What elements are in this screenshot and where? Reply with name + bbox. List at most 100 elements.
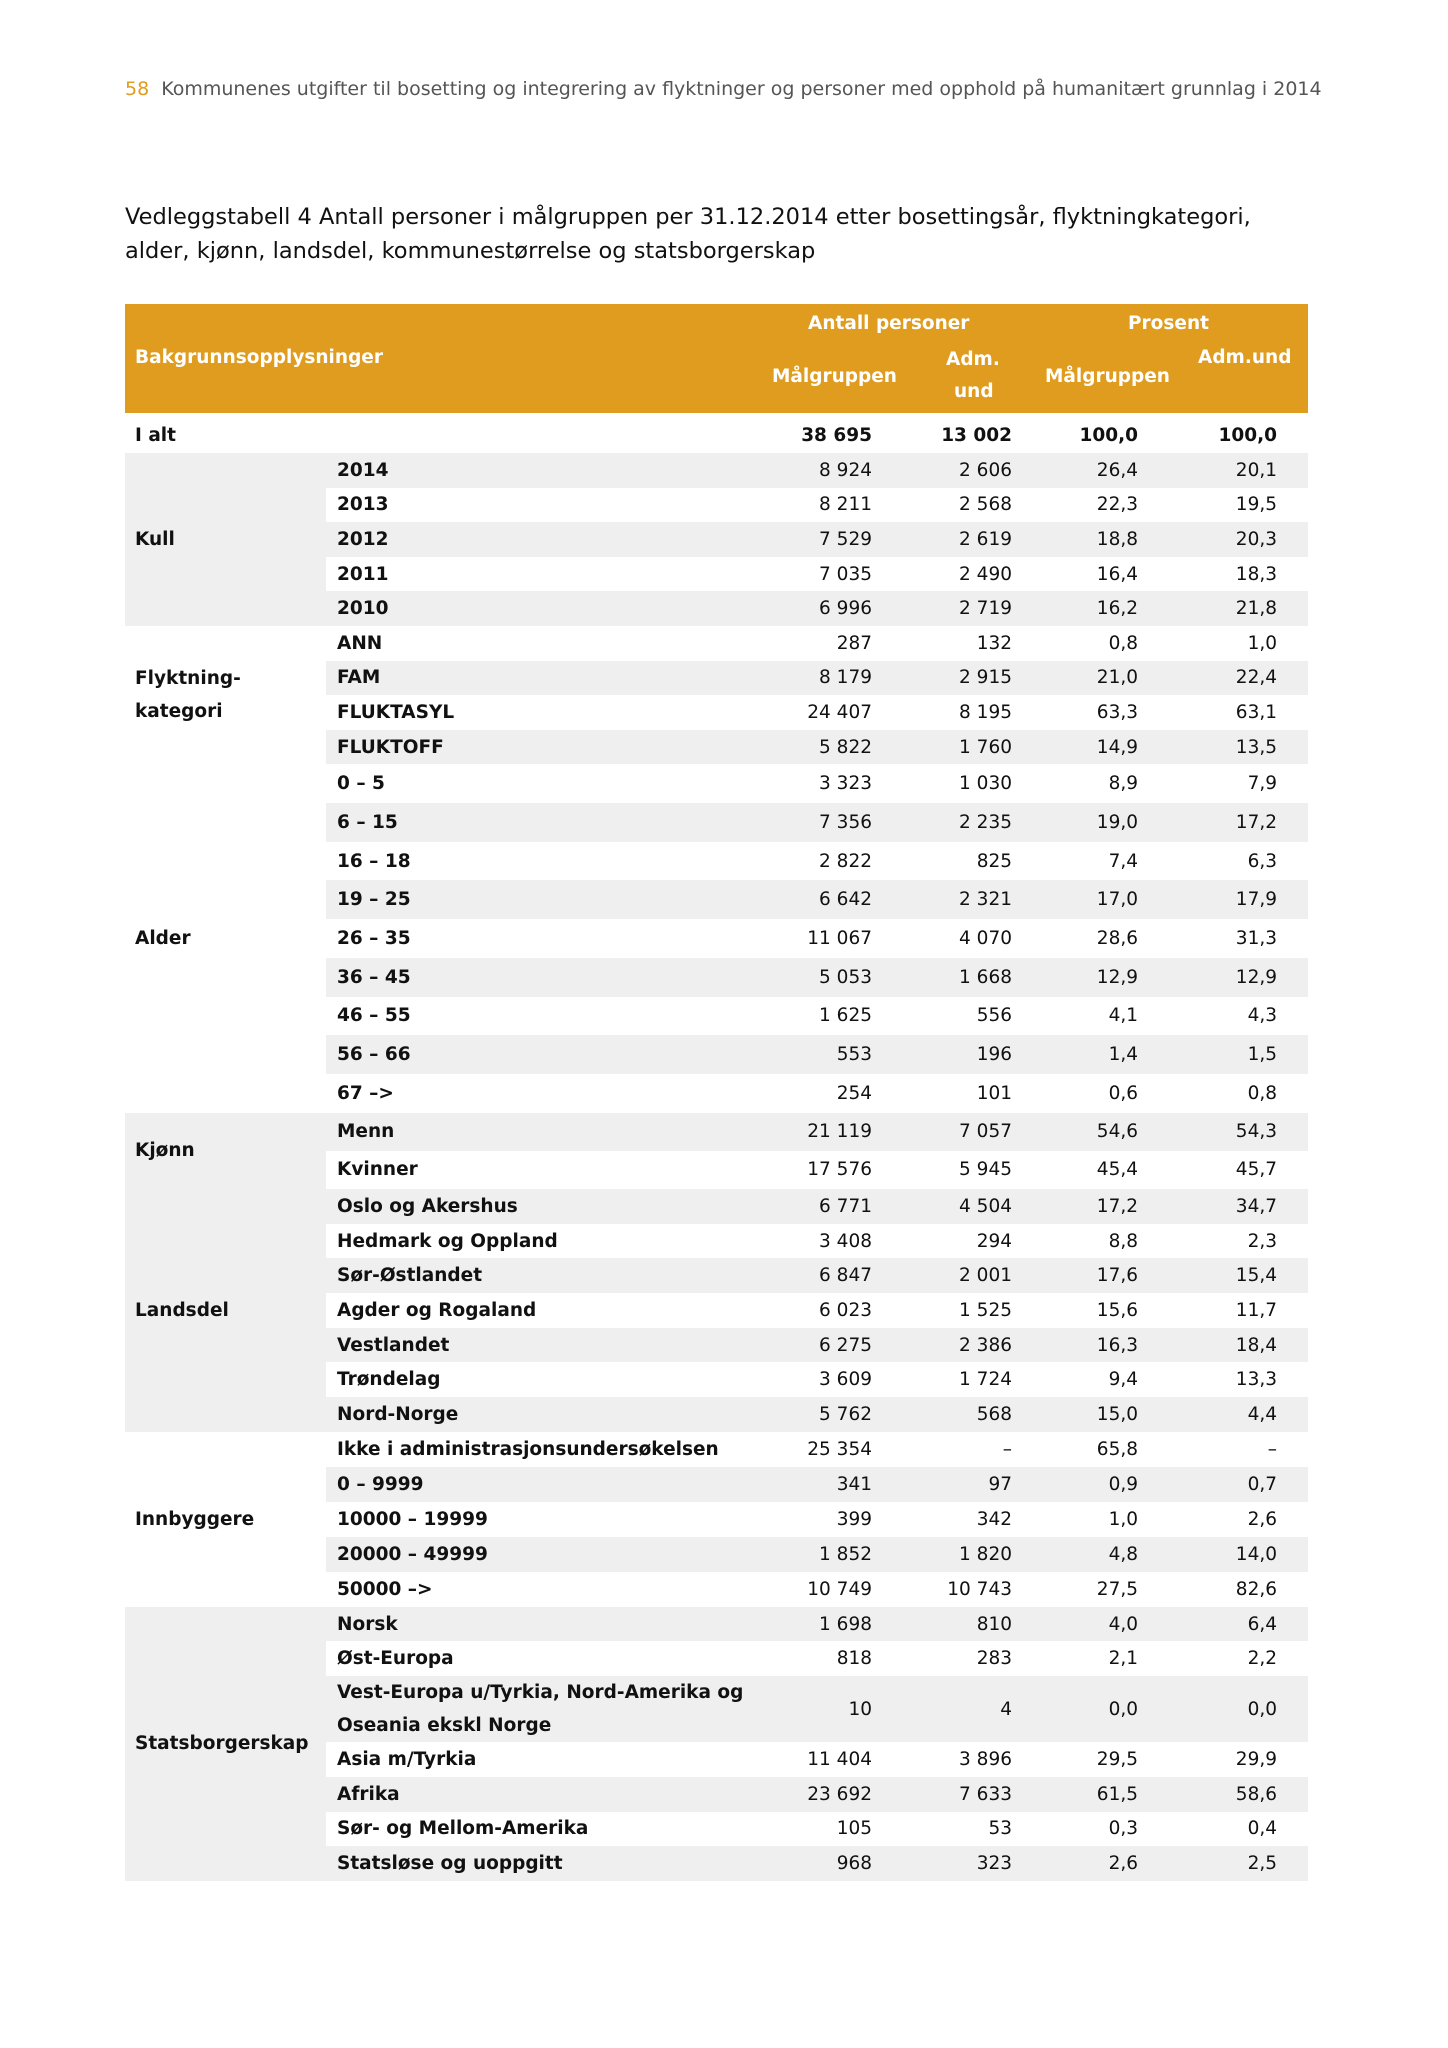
table-row: 26 – 35 11 067 4 070 28,6 31,3 [125,919,1308,958]
cell-pct-malgruppen: 2,1 [1108,1648,1138,1670]
cell-malgruppen: 3 408 [819,1230,872,1252]
cell-pct-adm-und: 1,5 [1150,1035,1308,1074]
row-label: Oslo og Akershus [326,1188,760,1224]
table-row: 20000 – 49999 1 852 1 820 4,8 14,0 [125,1536,1308,1572]
header-group-prosent: Prosent [1128,313,1209,334]
cell-pct-malgruppen: 18,8 [1030,522,1150,557]
row-label: FAM [326,660,760,696]
cell-pct-adm-und: 2,3 [1247,1230,1277,1252]
cell-pct-adm-und: 6,3 [1247,850,1277,872]
cell-pct-adm-und: 19,5 [1235,494,1277,516]
cell-adm-und: 10 743 [947,1578,1012,1600]
row-label: 2011 [337,563,389,585]
cell-adm-und: 2 490 [959,563,1012,585]
cell-malgruppen: 24 407 [807,701,872,723]
cell-malgruppen: 5 822 [760,729,890,765]
total-pct-malgruppen: 100,0 [1079,425,1138,446]
cell-pct-adm-und: 63,1 [1235,701,1277,723]
cell-malgruppen: 8 211 [819,494,872,516]
row-label: Asia m/Tyrkia [337,1749,477,1770]
cell-pct-adm-und: 58,6 [1150,1776,1308,1812]
table-row: 10000 – 19999 399 342 1,0 2,6 [125,1502,1308,1537]
cell-malgruppen: 7 035 [819,563,872,585]
cell-adm-und: 196 [890,1035,1030,1074]
row-label: Vestlandet [326,1327,760,1363]
cell-adm-und: 1 525 [959,1299,1012,1321]
cell-adm-und: 2 568 [959,494,1012,516]
cell-malgruppen: 10 [760,1676,890,1743]
cell-pct-adm-und: 4,4 [1150,1397,1308,1432]
header-row-label: Bakgrunnsopplysninger [135,347,383,368]
cell-adm-und: 2 915 [890,660,1030,696]
cell-pct-adm-und: 11,7 [1235,1299,1277,1321]
cell-pct-malgruppen: 1,4 [1030,1035,1150,1074]
header-col-adm-und-line2: und [954,381,994,402]
row-label: Afrika [326,1776,760,1812]
cell-malgruppen: 5 762 [760,1397,890,1432]
cell-adm-und: 3 896 [959,1749,1012,1770]
cell-adm-und: 2 235 [890,803,1030,842]
cell-adm-und: 7 057 [890,1112,1030,1151]
cell-adm-und: 4 504 [890,1188,1030,1224]
cell-malgruppen: 254 [836,1082,872,1104]
group-label: Landsdel [125,1188,326,1432]
cell-malgruppen: 818 [836,1648,872,1670]
cell-malgruppen: 399 [836,1508,872,1530]
running-header: 58 Kommunenes utgifter til bosetting og i… [125,78,1322,100]
cell-malgruppen: 10 749 [807,1578,872,1600]
row-label: 2013 [337,494,389,516]
row-label: FLUKTOFF [326,729,760,765]
cell-malgruppen: 11 067 [807,928,872,949]
cell-adm-und: 4 070 [959,928,1012,949]
cell-malgruppen: 6 771 [760,1188,890,1224]
cell-pct-malgruppen: 19,0 [1030,803,1150,842]
table-row: Kull 2014 8 924 2 606 26,4 20,1 [125,453,1308,626]
cell-adm-und: 294 [976,1230,1012,1252]
table-title: Vedleggstabell 4 Antall personer i målgr… [125,204,1251,264]
cell-adm-und: 810 [890,1606,1030,1642]
cell-pct-malgruppen: 17,2 [1030,1188,1150,1224]
cell-malgruppen: 7 356 [760,803,890,842]
cell-pct-malgruppen: 15,0 [1030,1397,1150,1432]
total-row: I alt 38 695 13 002 100,0 100,0 [125,418,1308,453]
cell-adm-und: 2 606 [890,453,1030,488]
cell-malgruppen: 341 [760,1466,890,1502]
cell-pct-adm-und: 6,4 [1150,1606,1308,1642]
cell-pct-adm-und: 29,9 [1235,1749,1277,1770]
table-row: Landsdel Oslo og Akershus 6 771 4 504 17,2 34… [125,1188,1308,1432]
cell-pct-malgruppen: 16,2 [1030,591,1150,626]
row-label: Hedmark og Oppland [337,1230,558,1252]
cell-malgruppen: 6 996 [760,591,890,626]
table-row: FAM 8 179 2 915 21,0 22,4 [125,660,1308,696]
data-table: I alt 38 695 13 002 100,0 100,0 Kull 2014… [125,418,1308,1881]
cell-pct-adm-und: 2,5 [1150,1846,1308,1881]
header-group-antall: Antall personer [808,313,970,334]
cell-adm-und: 1 030 [959,773,1012,795]
table-row: Statsløse og uoppgitt 968 323 2,6 2,5 [125,1846,1308,1881]
row-label: 46 – 55 [337,1005,411,1027]
group-label: Kjønn [125,1112,326,1189]
cell-malgruppen: 8 179 [760,660,890,696]
cell-pct-adm-und: 0,7 [1150,1466,1308,1502]
table-row: 2013 8 211 2 568 22,3 19,5 [125,488,1308,523]
cell-malgruppen: 6 642 [760,880,890,920]
cell-pct-malgruppen: 2,6 [1030,1846,1150,1881]
total-label: I alt [135,425,176,446]
cell-pct-malgruppen: 8,9 [1108,773,1138,795]
cell-pct-adm-und: 13,5 [1150,729,1308,765]
table-row: Vestlandet 6 275 2 386 16,3 18,4 [125,1327,1308,1363]
cell-malgruppen: 21 119 [760,1112,890,1151]
cell-pct-malgruppen: 4,0 [1030,1606,1150,1642]
cell-pct-adm-und: 0,0 [1150,1676,1308,1743]
cell-malgruppen: 2 822 [819,850,872,872]
cell-pct-adm-und: 54,3 [1150,1112,1308,1151]
table-row: Afrika 23 692 7 633 61,5 58,6 [125,1776,1308,1812]
cell-pct-adm-und: 4,3 [1247,1005,1277,1027]
cell-pct-malgruppen: 63,3 [1096,701,1138,723]
header-col-pct-adm-und: Adm.und [1198,347,1292,368]
cell-malgruppen: 6 275 [760,1327,890,1363]
table-row: Øst-Europa 818 283 2,1 2,2 [125,1641,1308,1676]
cell-pct-malgruppen: 9,4 [1108,1369,1138,1391]
table-row: Asia m/Tyrkia 11 404 3 896 29,5 29,9 [125,1742,1308,1777]
table-row: Kvinner 17 576 5 945 45,4 45,7 [125,1151,1308,1189]
